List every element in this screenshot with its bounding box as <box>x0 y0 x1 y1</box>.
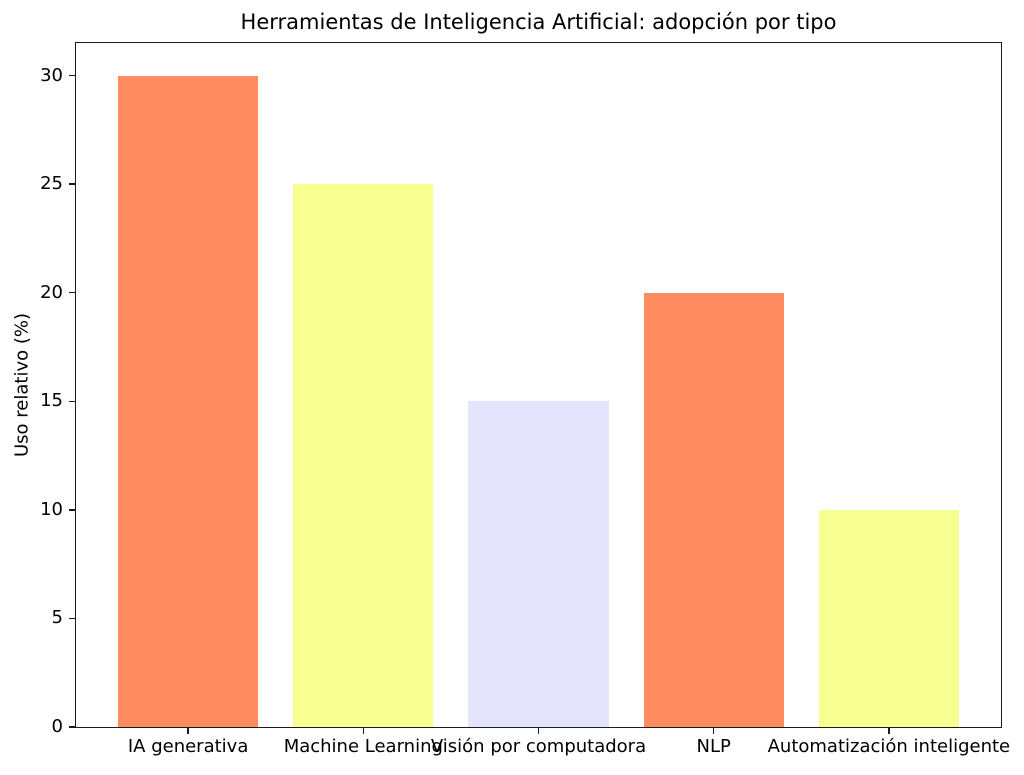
y-tick-label: 10 <box>40 498 63 520</box>
y-tick-mark <box>69 400 76 403</box>
y-tick-mark <box>69 183 76 185</box>
y-tick-mark <box>69 617 76 620</box>
y-tick-label: 25 <box>40 173 63 195</box>
bar-0 <box>118 75 259 727</box>
x-tick-mark <box>537 727 540 734</box>
bar-2 <box>468 401 609 727</box>
plot-area: 0 5 10 15 20 25 30 IA generativa Machine Learnin… <box>40 42 1010 756</box>
x-tick-label: Visión por computadora <box>430 736 647 757</box>
y-tick-label: 15 <box>40 390 63 412</box>
y-tick-label: 30 <box>40 64 63 86</box>
chart-title: Herramientas de Inteligencia Artificial:… <box>240 10 837 34</box>
x-tick-label: Machine Learning <box>283 736 443 757</box>
bar-3 <box>643 292 784 727</box>
x-tick-mark <box>187 727 189 734</box>
bar-4 <box>818 509 959 727</box>
y-tick-mark <box>69 291 76 294</box>
y-tick-mark <box>69 509 76 511</box>
x-tick-mark <box>712 727 715 734</box>
bar-1 <box>293 184 434 727</box>
x-tick-mark <box>888 727 890 734</box>
y-tick-label: 20 <box>40 281 63 303</box>
y-tick-mark <box>69 726 76 728</box>
y-tick-mark <box>69 74 76 77</box>
x-tick-label: IA generativa <box>127 736 249 757</box>
y-tick-label: 5 <box>51 607 63 629</box>
x-tick-label: NLP <box>696 736 731 757</box>
x-tick-mark <box>362 727 365 734</box>
y-tick-label: 0 <box>51 716 63 737</box>
y-axis-label: Uso relativo (%) <box>11 313 33 457</box>
x-tick-label: Automatización inteligente <box>767 736 1011 757</box>
